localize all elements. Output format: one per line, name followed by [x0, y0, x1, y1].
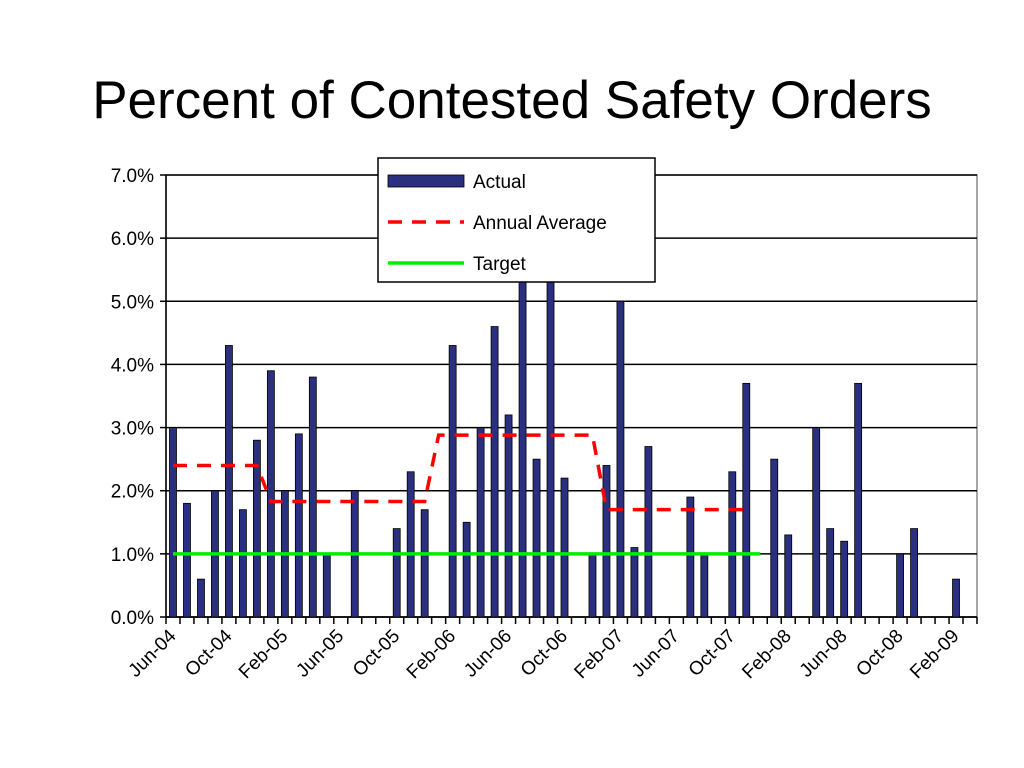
x-tick-label: Oct-07: [685, 626, 740, 681]
bar: [770, 458, 779, 618]
y-tick-label: 1.0%: [111, 545, 154, 566]
bar: [602, 465, 611, 618]
bar: [826, 528, 835, 618]
bar: [448, 345, 457, 618]
x-tick-label: Feb-08: [738, 626, 795, 683]
bar: [504, 414, 513, 618]
legend-label: Annual Average: [473, 213, 607, 234]
x-tick-label: Jun-04: [125, 625, 181, 681]
bar: [266, 370, 275, 618]
bar: [183, 502, 191, 618]
bar: [490, 326, 499, 618]
bar: [462, 521, 471, 618]
legend-swatch: [387, 174, 465, 188]
bar: [896, 553, 904, 618]
bar: [322, 553, 331, 618]
bar: [532, 458, 541, 618]
legend-label: Actual: [473, 172, 526, 193]
x-tick-label: Feb-09: [906, 626, 963, 683]
bar: [840, 540, 849, 618]
bar: [686, 496, 695, 618]
x-tick-label: Jun-08: [796, 626, 852, 682]
bar: [854, 382, 863, 618]
bar: [546, 244, 555, 618]
bar: [476, 427, 485, 618]
bar: [812, 427, 821, 618]
x-tick-label: Jun-06: [460, 626, 516, 682]
bar: [169, 427, 177, 618]
bar: [644, 446, 653, 618]
bar: [294, 433, 303, 618]
y-tick-label: 4.0%: [111, 355, 154, 376]
y-tick-label: 6.0%: [111, 229, 154, 250]
x-tick-label: Oct-05: [349, 626, 404, 681]
bar: [406, 471, 415, 618]
bar: [225, 345, 233, 618]
x-tick-label: Feb-06: [403, 626, 460, 683]
bar: [616, 300, 625, 618]
x-tick-label: Oct-04: [181, 625, 236, 680]
bar: [784, 534, 793, 618]
x-tick-label: Jun-07: [628, 626, 684, 682]
bar: [308, 376, 317, 618]
bar: [252, 439, 261, 618]
y-tick-label: 7.0%: [111, 166, 154, 187]
bar: [560, 477, 569, 618]
y-tick-label: 5.0%: [111, 292, 154, 313]
legend: Actual Annual Average Target: [377, 157, 656, 283]
y-tick-label: 0.0%: [111, 608, 154, 629]
bar: [518, 250, 527, 618]
x-tick-label: Oct-06: [517, 626, 572, 681]
x-tick-label: Feb-07: [571, 626, 628, 683]
bar: [197, 578, 205, 618]
x-tick-label: Jun-05: [292, 626, 348, 682]
y-tick-label: 3.0%: [111, 419, 154, 440]
bar: [700, 553, 709, 618]
y-tick-label: 2.0%: [111, 482, 154, 503]
bar: [910, 528, 918, 618]
x-tick-label: Feb-05: [235, 626, 292, 683]
bar: [630, 547, 639, 618]
line-series: [172, 433, 747, 512]
legend-label: Target: [473, 254, 527, 275]
bar: [239, 509, 247, 618]
bar: [588, 553, 597, 618]
bar: [420, 509, 429, 618]
bar: [952, 578, 960, 618]
bar: [742, 382, 751, 618]
chart-title: Percent of Contested Safety Orders: [92, 71, 932, 130]
bar: [728, 471, 737, 618]
bar: [392, 528, 401, 618]
x-tick-label: Oct-08: [852, 626, 907, 681]
